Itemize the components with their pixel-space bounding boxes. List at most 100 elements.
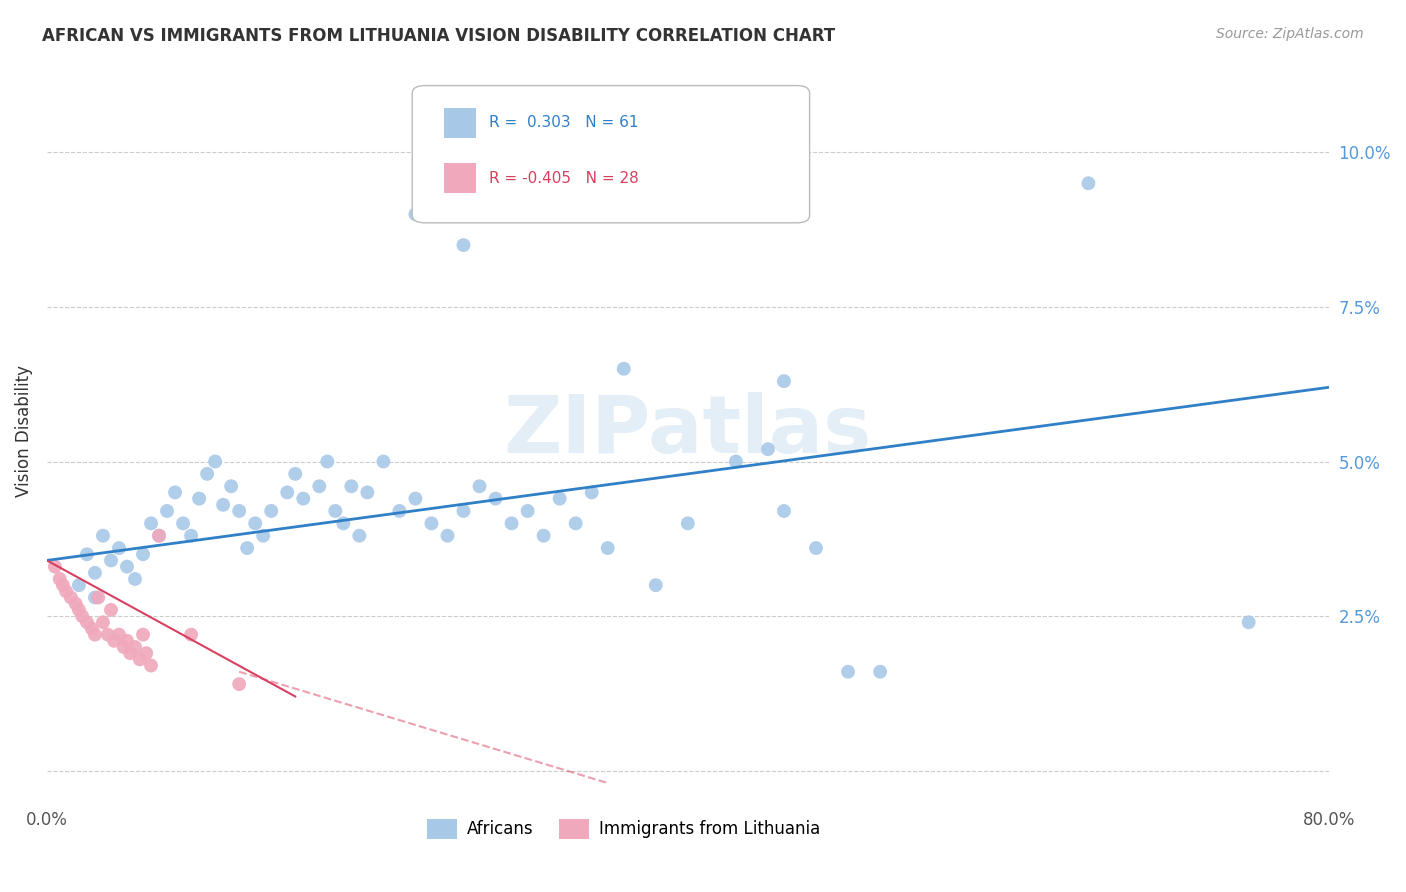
Point [132,627,155,641]
Point [120,646,142,660]
Y-axis label: Vision Disability: Vision Disability [15,365,32,497]
Point [228,677,250,691]
Point [453,238,475,252]
Point [773,504,796,518]
Point [404,207,426,221]
Point [292,491,315,506]
Point [91,615,114,630]
Point [516,504,538,518]
Point [308,479,330,493]
Point [84,627,107,641]
Point [756,442,779,457]
Point [87,591,110,605]
Point [276,485,298,500]
Point [65,597,87,611]
Point [356,485,378,500]
Point [773,374,796,388]
Point [533,529,555,543]
Point [245,516,267,531]
Text: R = -0.405   N = 28: R = -0.405 N = 28 [489,170,638,186]
Point [484,491,506,506]
Point [115,633,138,648]
Text: AFRICAN VS IMMIGRANTS FROM LITHUANIA VISION DISABILITY CORRELATION CHART: AFRICAN VS IMMIGRANTS FROM LITHUANIA VIS… [42,27,835,45]
Point [548,491,571,506]
Point [76,615,98,630]
Point [501,516,523,531]
Point [219,479,242,493]
Point [76,547,98,561]
Point [349,529,371,543]
Point [316,454,339,468]
Point [59,591,82,605]
Point [212,498,235,512]
Point [564,516,586,531]
Point [52,578,75,592]
Point [112,640,135,654]
Point [172,516,194,531]
Text: ZIPatlas: ZIPatlas [503,392,872,469]
Point [108,627,131,641]
Point [453,504,475,518]
Point [115,559,138,574]
Point [613,361,636,376]
Point [135,646,157,660]
Point [869,665,891,679]
Point [436,529,458,543]
Point [132,547,155,561]
Point [124,640,146,654]
Point [236,541,259,555]
Point [48,572,70,586]
Point [180,529,202,543]
Point [103,633,125,648]
Point [596,541,619,555]
Point [139,658,162,673]
Point [188,491,211,506]
Point [228,504,250,518]
Point [148,529,170,543]
Point [340,479,363,493]
Point [373,454,395,468]
Point [67,603,90,617]
Point [388,504,411,518]
Point [67,578,90,592]
Point [676,516,699,531]
Point [44,559,66,574]
FancyBboxPatch shape [444,163,477,194]
Point [180,627,202,641]
Point [108,541,131,555]
Point [100,553,122,567]
Point [55,584,77,599]
Point [156,504,179,518]
Point [195,467,218,481]
Point [724,454,747,468]
Point [260,504,283,518]
Point [804,541,827,555]
Point [124,572,146,586]
Point [581,485,603,500]
Point [252,529,274,543]
Point [80,622,103,636]
Point [139,516,162,531]
Point [323,504,346,518]
Text: Source: ZipAtlas.com: Source: ZipAtlas.com [1216,27,1364,41]
Point [84,566,107,580]
Point [70,609,93,624]
Point [91,529,114,543]
FancyBboxPatch shape [444,108,477,137]
Point [128,652,150,666]
Point [284,467,307,481]
Point [404,491,426,506]
Point [165,485,187,500]
Point [97,627,120,641]
Point [1237,615,1260,630]
Point [420,516,443,531]
Point [468,479,491,493]
Point [644,578,666,592]
Point [100,603,122,617]
Point [148,529,170,543]
Text: R =  0.303   N = 61: R = 0.303 N = 61 [489,115,638,130]
Point [837,665,859,679]
Legend: Africans, Immigrants from Lithuania: Africans, Immigrants from Lithuania [420,813,827,846]
Point [204,454,226,468]
Point [1077,176,1099,190]
